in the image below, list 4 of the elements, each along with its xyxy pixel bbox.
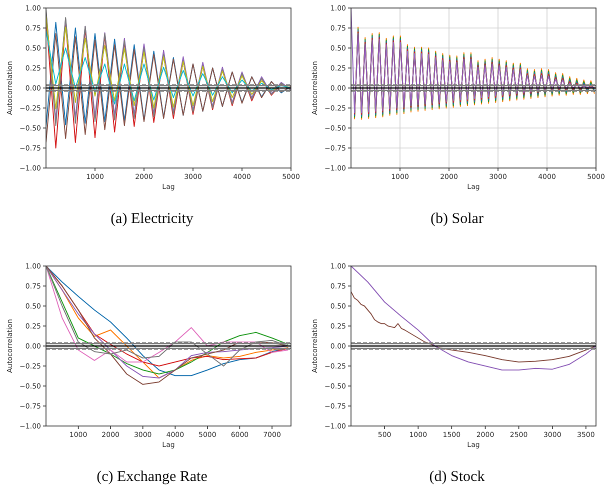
- text: (d) Stock: [429, 469, 486, 485]
- text: (b) Solar: [430, 211, 484, 227]
- text: (c) Exchange Rate: [96, 469, 208, 485]
- text: (a) Electricity: [110, 211, 194, 227]
